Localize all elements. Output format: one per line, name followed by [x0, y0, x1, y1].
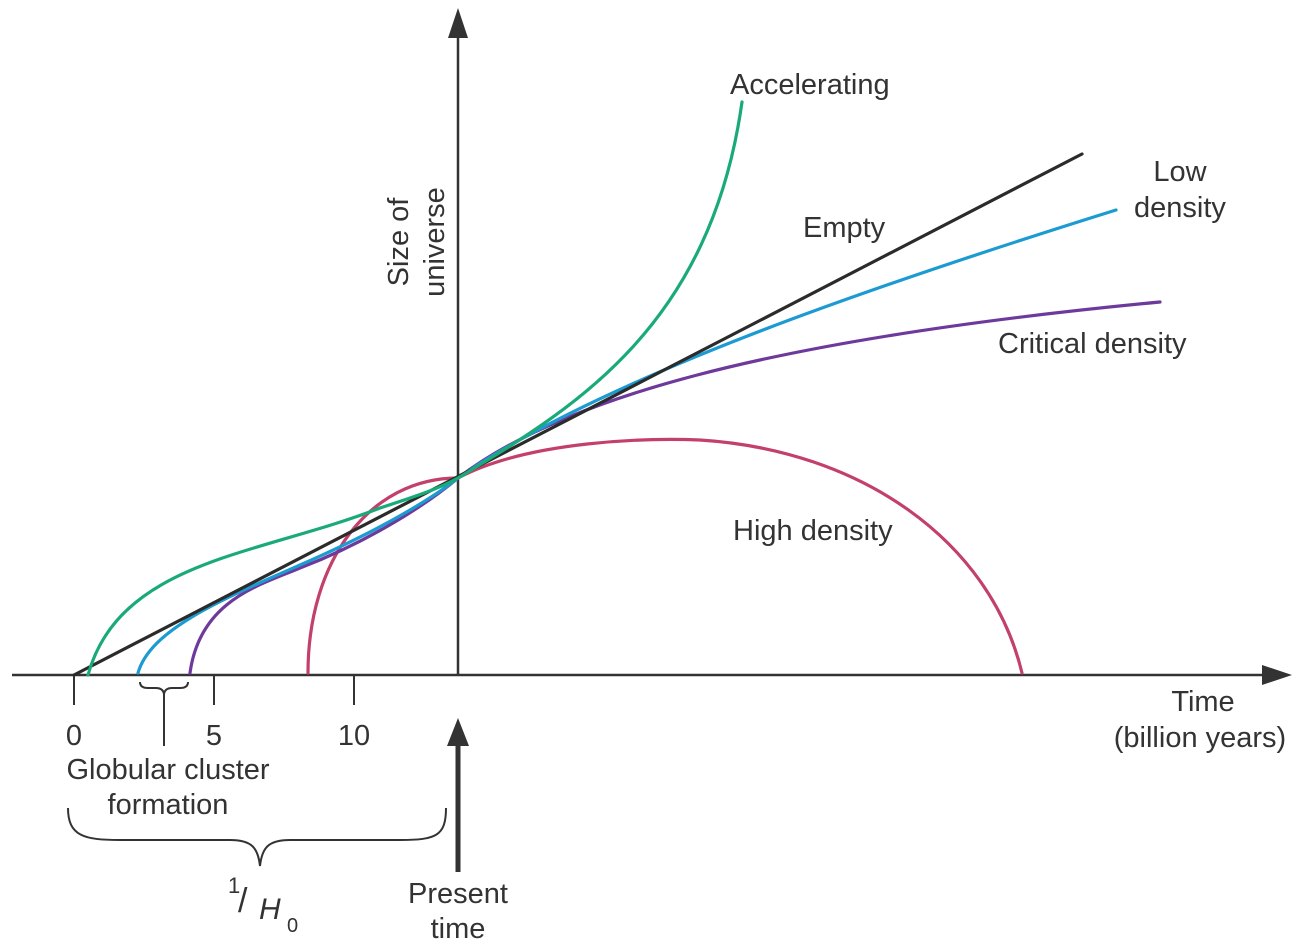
low-density-label-line2: density	[1134, 192, 1226, 224]
hubble-time-symbol: H	[259, 893, 281, 926]
accelerating-label: Accelerating	[730, 69, 890, 101]
hubble-time-brace	[67, 807, 447, 867]
empty-universe-curve	[72, 152, 1084, 677]
tick-label-10: 10	[338, 720, 370, 752]
globular-cluster-label-line2: formation	[108, 789, 229, 821]
low-density-label-line1: Low	[1153, 156, 1207, 188]
y-axis-label-line2: universe	[419, 187, 451, 297]
x-axis-arrowhead	[1262, 665, 1292, 685]
hubble-time-subscript: 0	[287, 915, 298, 937]
x-axis-label-line1: Time	[1171, 686, 1234, 718]
globular-cluster-label-line1: Globular cluster	[66, 754, 269, 786]
hubble-time-slash: /	[238, 882, 248, 920]
present-time-arrowhead	[447, 718, 469, 746]
y-axis-arrowhead	[448, 8, 468, 38]
tick-label-5: 5	[206, 720, 222, 752]
globular-cluster-bracket	[139, 681, 189, 695]
high-density-label: High density	[733, 515, 893, 547]
accelerating-curve	[86, 100, 744, 677]
y-axis-label-line1: Size of	[383, 197, 415, 287]
empty-label: Empty	[803, 212, 886, 244]
high-density-curve	[306, 437, 1024, 675]
present-time-label-line1: Present	[408, 878, 508, 910]
hubble-time-numerator: 1	[228, 873, 240, 898]
x-axis-label-line2: (billion years)	[1114, 722, 1286, 754]
present-time-label-line2: time	[431, 913, 486, 944]
critical-density-label: Critical density	[998, 328, 1187, 360]
tick-label-0: 0	[66, 720, 82, 752]
